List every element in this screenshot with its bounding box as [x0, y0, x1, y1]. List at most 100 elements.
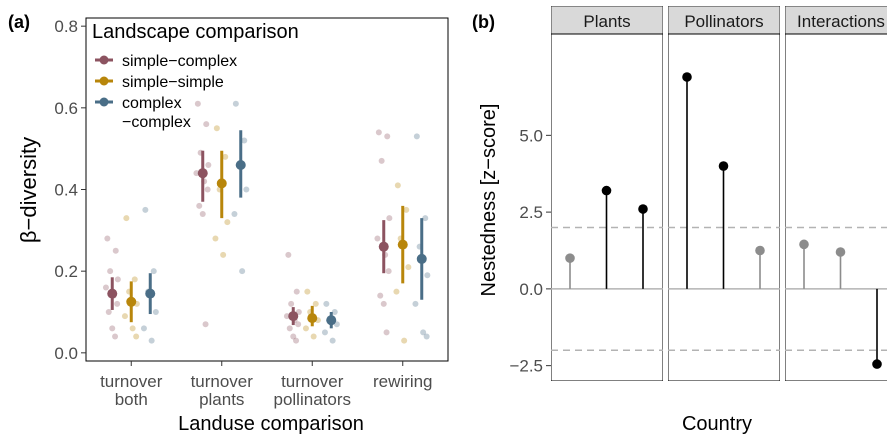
y-tick-label: 0.8: [54, 17, 78, 36]
jitter-point: [129, 325, 136, 332]
y-tick-label: 0.2: [54, 262, 78, 281]
y-tick-label: 2.5: [519, 203, 543, 222]
jitter-point: [377, 292, 384, 299]
jitter-point: [241, 137, 248, 144]
facet-x-labels: CH FR GE: [558, 389, 656, 408]
jitter-point: [293, 337, 300, 344]
jitter-point: [204, 186, 211, 193]
facet-strip-label: Pollinators: [684, 12, 763, 31]
jitter-point: [323, 300, 330, 307]
jitter-point: [383, 329, 390, 336]
legend-key-dot: [99, 55, 109, 65]
jitter-point: [220, 251, 227, 258]
jitter-point: [424, 272, 431, 279]
facet-plants: Plants: [551, 6, 663, 381]
x-tick-label: FR: [595, 389, 618, 408]
jitter-point: [133, 333, 140, 340]
panel-b-facets: Plants CH FR GE Pollinators CH FR GE Interaction…: [551, 6, 887, 408]
x-tick-label: pollinators: [274, 390, 352, 409]
mean-point: [235, 160, 246, 170]
x-tick-label: rewiring: [373, 372, 433, 391]
mean-point: [378, 241, 389, 252]
jitter-point: [288, 300, 295, 307]
jitter-point: [148, 337, 155, 344]
x-tick-label: FR: [712, 389, 735, 408]
jitter-point: [283, 313, 290, 320]
lollipop-point: [638, 204, 648, 214]
mean-point: [326, 315, 337, 326]
jitter-point: [403, 206, 410, 213]
jitter-point: [105, 309, 112, 315]
jitter-point: [213, 125, 220, 132]
jitter-point: [312, 300, 319, 307]
jitter-point: [243, 186, 250, 193]
jitter-point: [295, 321, 302, 328]
lollipop-point: [755, 245, 765, 256]
legend-entry: −complex: [122, 114, 191, 131]
jitter-point: [222, 153, 229, 160]
jitter-point: [109, 325, 116, 332]
panel-a-x-axis: turnoverbothturnoverplantsturnoverpollin…: [100, 361, 433, 409]
jitter-point: [310, 333, 317, 340]
jitter-point: [412, 300, 419, 307]
mean-point: [416, 253, 427, 264]
mean-point: [288, 311, 299, 322]
mean-point: [126, 296, 137, 307]
x-tick-label: GE: [865, 389, 887, 408]
facet-interactions: Interactions: [785, 6, 887, 381]
jitter-point: [199, 211, 206, 217]
jitter-point: [285, 251, 292, 258]
jitter-point: [239, 268, 246, 275]
legend-key-dot: [99, 76, 109, 86]
panel-b-y-axis: −2.5 0.0 2.5 5.0: [509, 126, 551, 376]
jitter-point: [375, 129, 382, 136]
x-tick-label: both: [115, 390, 148, 409]
legend-title: Landscape comparison: [92, 21, 299, 43]
y-tick-label: 0.6: [54, 99, 78, 118]
facet-pollinators: Pollinators: [668, 6, 780, 381]
facet-strip-label: Plants: [583, 12, 630, 31]
mean-point: [107, 288, 118, 299]
jitter-point: [114, 300, 121, 307]
jitter-point: [385, 268, 392, 275]
jitter-point: [193, 170, 200, 177]
facet-strip-label: Interactions: [797, 12, 885, 31]
jitter-point: [302, 325, 309, 332]
jitter-point: [140, 325, 147, 332]
x-tick-label: turnover: [281, 372, 344, 391]
legend-entry: simple−simple: [122, 74, 224, 91]
y-tick-label: 0.4: [54, 181, 78, 200]
jitter-point: [104, 235, 111, 242]
panel-b: (b) −2.5 0.0 2.5 5.0 Plants CH FR GE Pollinator…: [472, 6, 887, 435]
jitter-point: [202, 321, 209, 328]
panel-a-mean-ci: [107, 130, 427, 329]
lollipop-point: [872, 359, 882, 369]
panel-a-label: (a): [8, 12, 30, 32]
jitter-point: [374, 235, 381, 242]
jitter-point: [205, 162, 212, 168]
x-tick-label: plants: [199, 390, 244, 409]
lollipop-point: [565, 253, 575, 263]
facet-panel-border: [551, 33, 663, 381]
jitter-point: [304, 288, 311, 295]
facet-panel-border: [785, 33, 887, 381]
jitter-point: [114, 276, 121, 283]
x-tick-label: FR: [829, 389, 852, 408]
jitter-point: [121, 313, 128, 320]
jitter-point: [380, 300, 387, 307]
y-tick-label: 5.0: [519, 126, 543, 145]
panel-a-y-axis: 0.0 0.2 0.4 0.6 0.8: [54, 17, 86, 363]
panel-a-jitter-points: [102, 100, 431, 344]
x-tick-label: CH: [558, 389, 583, 408]
jitter-point: [423, 333, 430, 340]
x-tick-label: CH: [675, 389, 700, 408]
jitter-point: [401, 337, 408, 344]
lollipop-point: [718, 161, 729, 171]
lollipop-point: [601, 185, 612, 196]
jitter-point: [331, 309, 338, 315]
lollipop-point: [799, 239, 809, 250]
panel-b-x-axis-title: Country: [682, 413, 752, 435]
jitter-point: [231, 211, 238, 217]
y-tick-label: −2.5: [509, 357, 543, 376]
